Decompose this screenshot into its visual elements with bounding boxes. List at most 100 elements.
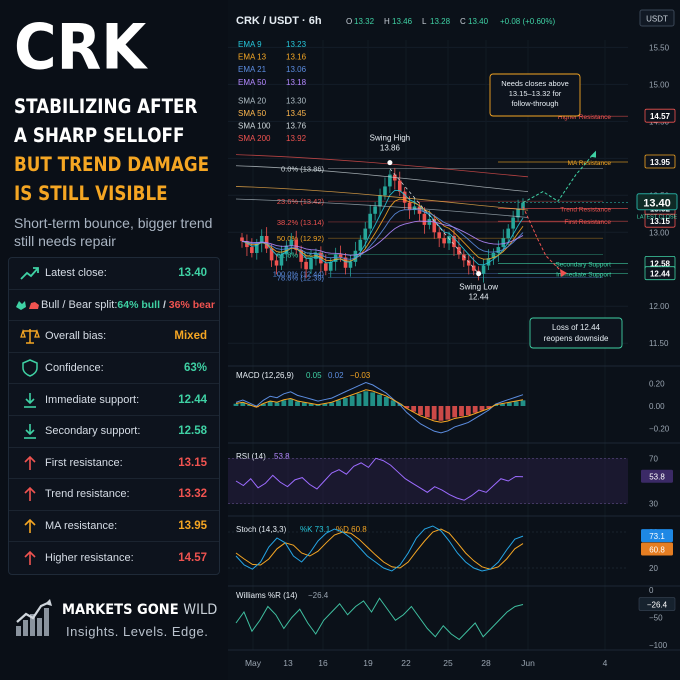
arrow-up-orange-icon [15, 516, 45, 536]
macd-hist-bar [288, 399, 294, 406]
ohlc-key: H [384, 17, 390, 26]
candle-body [245, 241, 249, 248]
brand-tagline: Insights. Levels. Edge. [66, 624, 209, 639]
latest-badge [636, 193, 678, 211]
summary-label: Higher resistance: [45, 552, 134, 565]
ma-legend-value: 13.18 [286, 78, 307, 87]
callout-top-text: Needs closes above [501, 79, 569, 88]
ma-legend-name: EMA 50 [238, 78, 267, 87]
williams-value: −26.4 [308, 591, 329, 600]
macd-hist-bar [431, 406, 437, 420]
macd-hist-bar [486, 406, 492, 409]
arrow-down-icon [15, 390, 45, 410]
x-tick-label: 28 [481, 658, 491, 668]
rsi-tick: 30 [649, 500, 658, 509]
macd-hist-bar [329, 402, 335, 406]
macd-hist-bar [322, 403, 328, 406]
macd-hist-bar [411, 406, 417, 412]
williams-line [235, 597, 524, 641]
y-tick-label: 15.50 [649, 43, 670, 52]
ma-legend-name: EMA 9 [238, 40, 262, 49]
summary-label: First resistance: [45, 456, 123, 469]
summary-row: MA resistance: 13.95 [9, 511, 219, 543]
macd-hist-bar [520, 400, 526, 406]
candle-body [486, 258, 491, 266]
swing-low-dot [476, 271, 482, 277]
x-tick-label: 22 [401, 658, 411, 668]
macd-tick: 0.20 [649, 379, 665, 388]
shield-icon [15, 358, 45, 378]
ohlc-key: C [460, 17, 466, 26]
fib-label: 38.2% (13.14) [277, 218, 325, 227]
arrow-up-icon [15, 453, 45, 473]
summary-value: 13.15 [178, 456, 207, 469]
x-tick-label: 19 [363, 658, 373, 668]
price-chart: CRK / USDT · 6h O 13.32 H 13.46 L 13.28 C 13.40 +… [228, 0, 680, 680]
ma-legend-value: 13.45 [286, 109, 307, 118]
summary-value: 63% [183, 362, 207, 375]
candle-body [383, 186, 387, 196]
ohlc-key: O [346, 17, 352, 26]
candle-body [279, 254, 284, 266]
candle-body [402, 191, 407, 203]
macd-hist-bar [472, 406, 478, 413]
headline-line-1: STABILIZING AFTER [14, 95, 198, 118]
swing-line [389, 168, 479, 274]
ma-line [241, 208, 524, 260]
ma-legend-name: SMA 200 [238, 134, 271, 143]
ohlc-value: 13.32 [354, 17, 375, 26]
candle-body [299, 250, 303, 262]
macd-hist-bar [370, 392, 376, 406]
candle-body [274, 260, 279, 266]
headline-accent-line-2: IS STILL VISIBLE [14, 182, 168, 205]
candle-body [284, 245, 289, 255]
macd-hist-bar [295, 401, 300, 406]
summary-row: Confidence: 63% [9, 353, 219, 385]
arrow-up-icon [15, 484, 45, 504]
summary-value: 14.57 [178, 552, 207, 565]
headline-line-2: A SHARP SELLOFF [14, 124, 185, 147]
currency-badge-label: USDT [646, 15, 668, 24]
trend-up-icon [15, 263, 45, 283]
candle-body [304, 261, 308, 270]
candle-body [452, 235, 456, 248]
williams-badge [638, 597, 676, 611]
ma-legend-name: EMA 13 [238, 53, 267, 62]
macd-hist-bar [445, 406, 451, 420]
level-label: Secondary Support [555, 261, 611, 268]
candle-body [368, 213, 372, 229]
candle-body [462, 254, 466, 261]
candle-body [333, 254, 338, 262]
x-tick-label: 16 [318, 658, 328, 668]
summary-row: Overall bias: Mixed [9, 321, 219, 353]
summary-label: Immediate support: [45, 393, 140, 406]
summary-value: 13.40 [178, 267, 207, 280]
williams-tick: −100 [649, 641, 668, 650]
bear-projection [522, 206, 564, 274]
macd-hist-bar [274, 402, 280, 406]
level-value: 13.95 [650, 158, 671, 167]
candle-body [496, 247, 501, 253]
macd-hist-bar [260, 403, 266, 406]
macd-hist-bar [342, 398, 348, 406]
summary-value: 12.44 [178, 393, 207, 406]
macd-hist-bar [459, 406, 464, 417]
long-ma-line [235, 154, 529, 178]
macd-value: −0.03 [350, 371, 371, 380]
macd-hist-bar [315, 404, 321, 406]
macd-value: 0.05 [306, 371, 322, 380]
macd-hist-bar [240, 402, 246, 406]
level-badge [644, 266, 676, 281]
summary-sidebar: CRK STABILIZING AFTER A SHARP SELLOFF BU… [0, 0, 228, 680]
fib-label: 100.0% (12.44) [273, 270, 325, 279]
macd-hist-bar [281, 400, 287, 406]
stoch-label: Stoch (14,3,3) [236, 525, 287, 534]
brand-logo-icon [16, 599, 52, 636]
macd-hist-bar [247, 404, 253, 406]
level-value: 14.57 [650, 112, 671, 121]
summary-value: 13.95 [178, 520, 207, 533]
summary-label: MA resistance: [45, 520, 118, 533]
candle-body [397, 180, 402, 192]
candle-body [422, 213, 427, 225]
macd-hist-bar [418, 406, 423, 416]
